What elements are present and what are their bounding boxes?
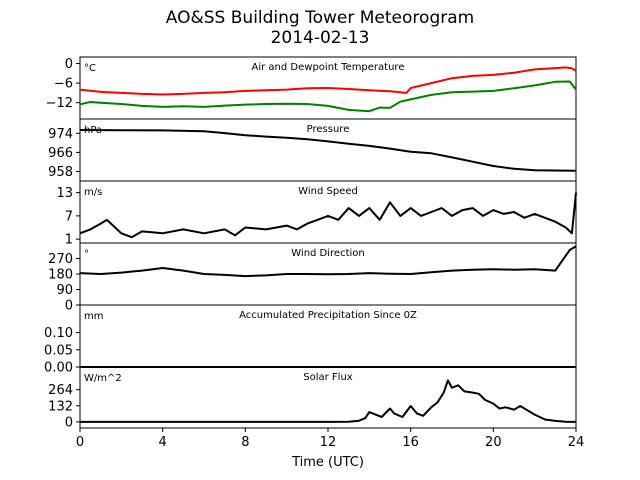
y-tick-label: 0.05 bbox=[44, 343, 73, 358]
y-tick-label: 966 bbox=[48, 146, 73, 161]
y-tick-label: 7 bbox=[65, 209, 73, 224]
panel-unit-label: ° bbox=[84, 249, 89, 260]
series-line bbox=[79, 80, 577, 113]
series-line bbox=[79, 66, 577, 96]
y-tick-label: 132 bbox=[48, 399, 73, 414]
panel-title: Air and Dewpoint Temperature bbox=[252, 62, 405, 73]
y-tick-label: −6 bbox=[54, 77, 73, 92]
y-tick-label: 974 bbox=[48, 127, 73, 142]
y-tick-label: 180 bbox=[48, 268, 73, 283]
panel-title: Wind Direction bbox=[291, 248, 365, 259]
y-tick-label: −12 bbox=[46, 96, 73, 111]
y-tick-label: 1 bbox=[65, 233, 73, 248]
y-tick-label: 270 bbox=[48, 252, 73, 267]
chart-subtitle: 2014-02-13 bbox=[270, 28, 370, 48]
panel-title: Wind Speed bbox=[298, 186, 358, 197]
y-tick-label: 958 bbox=[48, 165, 73, 180]
panel-unit-label: hPa bbox=[84, 125, 102, 136]
x-tick-label: 16 bbox=[402, 435, 419, 450]
y-tick-label: 0.10 bbox=[44, 326, 73, 341]
y-tick-label: 13 bbox=[56, 186, 73, 201]
y-tick-label: 0 bbox=[65, 299, 73, 314]
panel-title: Pressure bbox=[307, 124, 350, 135]
y-tick-label: 0 bbox=[65, 415, 73, 430]
chart-title: AO&SS Building Tower Meteorogram bbox=[165, 8, 475, 28]
x-tick-label: 20 bbox=[485, 435, 502, 450]
x-tick-label: 8 bbox=[241, 435, 249, 450]
y-tick-label: 0 bbox=[65, 57, 73, 72]
series-line bbox=[79, 192, 577, 239]
x-tick-label: 0 bbox=[76, 435, 84, 450]
panel-title: Accumulated Precipitation Since 0Z bbox=[239, 310, 417, 321]
x-tick-label: 24 bbox=[568, 435, 585, 450]
series-line bbox=[79, 129, 577, 172]
panel-unit-label: mm bbox=[84, 311, 103, 322]
x-tick-label: 12 bbox=[320, 435, 337, 450]
panel-unit-label: m/s bbox=[84, 187, 102, 198]
y-tick-label: 0.00 bbox=[44, 361, 73, 376]
panel-unit-label: °C bbox=[84, 63, 96, 74]
y-tick-label: 264 bbox=[48, 383, 73, 398]
x-axis-label: Time (UTC) bbox=[291, 455, 364, 470]
series-line bbox=[79, 245, 577, 278]
panel-title: Solar Flux bbox=[303, 372, 353, 383]
panel-unit-label: W/m^2 bbox=[84, 373, 122, 384]
series-line bbox=[80, 379, 577, 423]
y-tick-label: 90 bbox=[56, 283, 73, 298]
x-tick-label: 4 bbox=[159, 435, 167, 450]
